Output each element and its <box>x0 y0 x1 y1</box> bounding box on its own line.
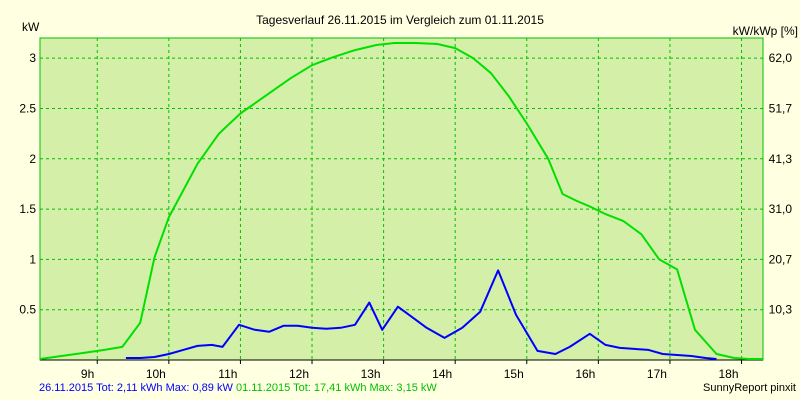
y-tick-label-left: 1 <box>29 252 36 266</box>
y-tick-label-left: 2.5 <box>19 101 36 115</box>
y-ticks-right: 10,3 20,7 31,0 41,3 51,7 62,0 <box>769 51 793 317</box>
y-tick-label-right: 10,3 <box>769 303 793 317</box>
x-tick-label: 10h <box>146 367 166 381</box>
y-tick-label-left: 1.5 <box>19 202 36 216</box>
y-axis-label-right: kW/kWp [%] <box>733 24 798 38</box>
series-line-blue <box>125 269 717 360</box>
x-tick-label: 14h <box>432 367 452 381</box>
y-tick-label-left: 3 <box>29 51 36 65</box>
y-axis-label-left: kW <box>22 20 40 34</box>
y-tick-label-right: 20,7 <box>769 252 793 266</box>
y-tick-label-left: 2 <box>29 152 36 166</box>
series-line-green <box>39 42 763 360</box>
y-tick-label-right: 51,7 <box>769 101 793 115</box>
x-tick-label: 16h <box>575 367 595 381</box>
y-ticks-left: 0.5 1 1.5 2 2.5 3 <box>19 51 36 317</box>
x-tick-label: 9h <box>81 367 94 381</box>
series-group <box>39 42 763 360</box>
x-tick-label: 13h <box>361 367 381 381</box>
grid <box>40 38 763 360</box>
y-tick-label-right: 41,3 <box>769 152 793 166</box>
x-tick-label: 17h <box>647 367 667 381</box>
plot-area <box>39 37 764 361</box>
y-tick-label-right: 31,0 <box>769 202 793 216</box>
x-tick-label: 18h <box>718 367 738 381</box>
x-tick-label: 15h <box>504 367 524 381</box>
x-tick-label: 12h <box>289 367 309 381</box>
x-ticks: 9h 10h 11h 12h 13h 14h 15h 16h 17h 18h <box>81 360 743 381</box>
x-tick-label: 11h <box>218 367 237 381</box>
brand-label: SunnyReport pinxit <box>703 382 796 394</box>
y-tick-label-left: 0.5 <box>19 303 36 317</box>
legend-blue-series: 26.11.2015 Tot: 2,11 kWh Max: 0,89 kW <box>39 382 233 394</box>
legend-green-series: 01.11.2015 Tot: 17,41 kWh Max: 3,15 kW <box>236 382 437 394</box>
chart-title: Tagesverlauf 26.11.2015 im Vergleich zum… <box>256 13 544 27</box>
y-tick-label-right: 62,0 <box>769 51 793 65</box>
